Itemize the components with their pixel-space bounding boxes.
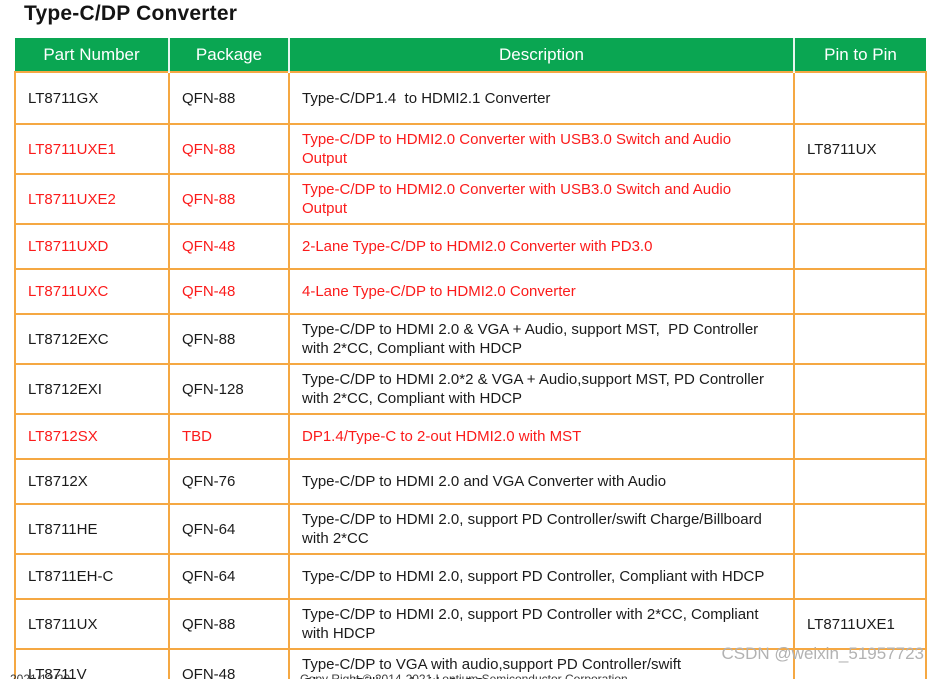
- pin-to-pin-cell: [793, 503, 927, 555]
- table-row: LT8712SX TBD DP1.4/Type-C to 2-out HDMI2.0…: [14, 413, 927, 460]
- description-cell: 2-Lane Type-C/DP to HDMI2.0 Converter wi…: [288, 223, 795, 270]
- part-number-cell: LT8711UXC: [14, 268, 170, 315]
- part-number-cell: LT8712SX: [14, 413, 170, 460]
- package-cell: TBD: [168, 413, 290, 460]
- package-cell: QFN-88: [168, 173, 290, 225]
- pin-to-pin-cell: [793, 458, 927, 505]
- pin-to-pin-cell: LT8711UXE1: [793, 598, 927, 650]
- description-cell: 4-Lane Type-C/DP to HDMI2.0 Converter: [288, 268, 795, 315]
- part-number-cell: LT8711HE: [14, 503, 170, 555]
- footer-copyright: Copy Right © 2014-2021 Lontium Semicondu…: [300, 672, 628, 679]
- part-number-cell: LT8711UXE2: [14, 173, 170, 225]
- table-row: LT8711UX QFN-88 Type-C/DP to HDMI 2.0, sup…: [14, 598, 927, 650]
- description-cell: Type-C/DP to HDMI 2.0*2 & VGA + Audio,su…: [288, 363, 795, 415]
- part-number-cell: LT8712X: [14, 458, 170, 505]
- column-header: Description: [289, 38, 795, 72]
- table-row: LT8711HE QFN-64 Type-C/DP to HDMI 2.0, sup…: [14, 503, 927, 555]
- table-row: LT8711V QFN-48 Type-C/DP to VGA with audio…: [14, 648, 927, 679]
- description-cell: Type-C/DP to HDMI 2.0, support PD Contro…: [288, 553, 795, 600]
- converter-table: Part Number Package Description Pin to Pin …: [14, 38, 927, 679]
- table-row: LT8712X QFN-76 Type-C/DP to HDMI 2.0 and V…: [14, 458, 927, 505]
- description-cell: Type-C/DP to HDMI 2.0, support PD Contro…: [288, 503, 795, 555]
- pin-to-pin-cell: LT8711UX: [793, 123, 927, 175]
- pin-to-pin-cell: [793, 268, 927, 315]
- package-cell: QFN-48: [168, 648, 290, 679]
- part-number-cell: LT8711UXD: [14, 223, 170, 270]
- description-cell: Type-C/DP to HDMI 2.0 and VGA Converter …: [288, 458, 795, 505]
- pin-to-pin-cell: [793, 223, 927, 270]
- description-cell: Type-C/DP to HDMI2.0 Converter with USB3…: [288, 173, 795, 225]
- column-header: Part Number: [15, 38, 170, 72]
- package-cell: QFN-48: [168, 268, 290, 315]
- description-cell: Type-C/DP to VGA with audio,support PD C…: [288, 648, 795, 679]
- table-row: LT8712EXI QFN-128 Type-C/DP to HDMI 2.0*2 …: [14, 363, 927, 415]
- page-footer: 2021/12/20 Copy Right © 2014-2021 Lontiu…: [0, 672, 940, 679]
- pin-to-pin-cell: [793, 71, 927, 125]
- package-cell: QFN-88: [168, 71, 290, 125]
- table-row: LT8711UXC QFN-48 4-Lane Type-C/DP to HDMI2…: [14, 268, 927, 315]
- footer-date: 2021/12/20: [10, 672, 71, 679]
- part-number-cell: LT8712EXI: [14, 363, 170, 415]
- part-number-cell: LT8711UX: [14, 598, 170, 650]
- package-cell: QFN-88: [168, 123, 290, 175]
- table-row: LT8711EH-C QFN-64 Type-C/DP to HDMI 2.0, s…: [14, 553, 927, 600]
- part-number-cell: LT8711V: [14, 648, 170, 679]
- page-title: Type-C/DP Converter: [24, 2, 238, 25]
- part-number-cell: LT8712EXC: [14, 313, 170, 365]
- part-number-cell: LT8711UXE1: [14, 123, 170, 175]
- table-header-row: Part Number Package Description Pin to Pin: [15, 38, 926, 72]
- description-cell: DP1.4/Type-C to 2-out HDMI2.0 with MST: [288, 413, 795, 460]
- pin-to-pin-cell: [793, 553, 927, 600]
- column-header: Package: [169, 38, 290, 72]
- pin-to-pin-cell: [793, 173, 927, 225]
- pin-to-pin-cell: [793, 363, 927, 415]
- table-row: LT8711UXE2 QFN-88 Type-C/DP to HDMI2.0 Con…: [14, 173, 927, 225]
- package-cell: QFN-88: [168, 598, 290, 650]
- table-row: LT8711UXE1 QFN-88 Type-C/DP to HDMI2.0 Con…: [14, 123, 927, 175]
- package-cell: QFN-88: [168, 313, 290, 365]
- table-row: LT8711UXD QFN-48 2-Lane Type-C/DP to HDMI2…: [14, 223, 927, 270]
- package-cell: QFN-76: [168, 458, 290, 505]
- description-cell: Type-C/DP to HDMI 2.0 & VGA + Audio, sup…: [288, 313, 795, 365]
- table-row: LT8711GX QFN-88 Type-C/DP1.4 to HDMI2.1 Co…: [14, 71, 927, 125]
- part-number-cell: LT8711GX: [14, 71, 170, 125]
- pin-to-pin-cell: [793, 413, 927, 460]
- description-cell: Type-C/DP1.4 to HDMI2.1 Converter: [288, 71, 795, 125]
- package-cell: QFN-64: [168, 503, 290, 555]
- package-cell: QFN-128: [168, 363, 290, 415]
- pin-to-pin-cell: [793, 313, 927, 365]
- column-header: Pin to Pin: [794, 38, 926, 72]
- package-cell: QFN-64: [168, 553, 290, 600]
- description-cell: Type-C/DP to HDMI 2.0, support PD Contro…: [288, 598, 795, 650]
- package-cell: QFN-48: [168, 223, 290, 270]
- pin-to-pin-cell: [793, 648, 927, 679]
- table-body: LT8711GX QFN-88 Type-C/DP1.4 to HDMI2.1 Co…: [14, 71, 927, 679]
- description-cell: Type-C/DP to HDMI2.0 Converter with USB3…: [288, 123, 795, 175]
- table-row: LT8712EXC QFN-88 Type-C/DP to HDMI 2.0 & V…: [14, 313, 927, 365]
- part-number-cell: LT8711EH-C: [14, 553, 170, 600]
